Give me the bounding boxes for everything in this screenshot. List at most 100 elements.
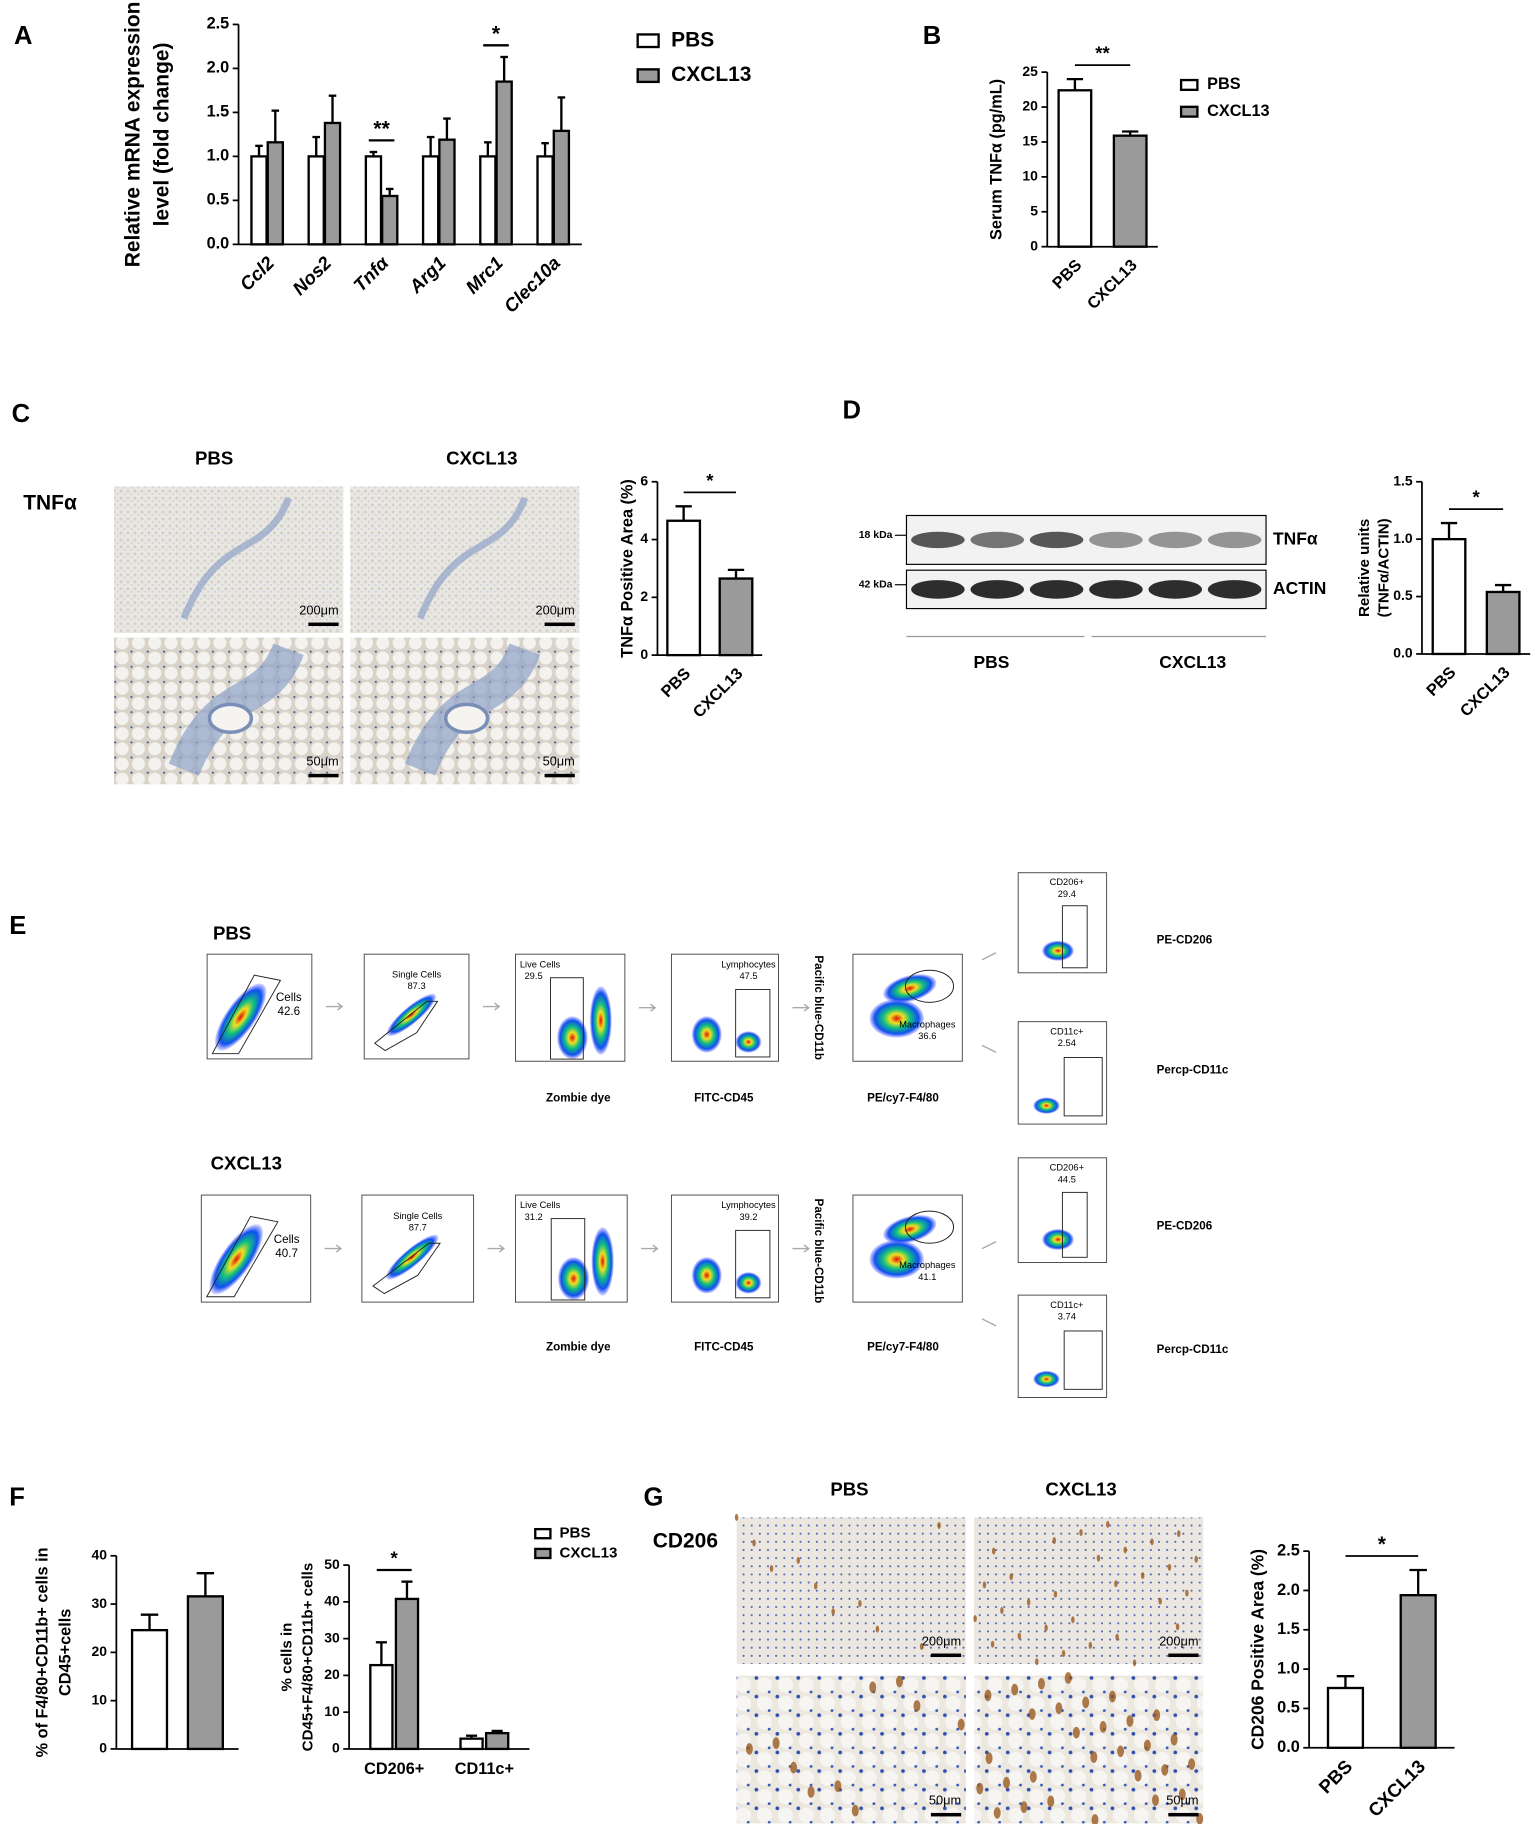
- stain: [1072, 1726, 1080, 1739]
- legend-label: CXCL13: [671, 63, 751, 86]
- gate-name: CD206+: [1050, 1163, 1084, 1173]
- blot-band: [1148, 580, 1203, 599]
- stain: [1091, 1814, 1099, 1824]
- stain: [1026, 1598, 1031, 1606]
- flow-density: [1033, 1097, 1060, 1114]
- stain: [1088, 1641, 1093, 1649]
- blot-band: [911, 531, 965, 549]
- axis-label: PE/cy7-F4/80: [867, 1092, 939, 1105]
- y-axis-label: Relative mRNA expression: [121, 2, 144, 268]
- y-tick-label: 4: [640, 530, 648, 546]
- legend-swatch: [1179, 105, 1199, 118]
- gate-name: CD11c+: [1050, 1300, 1083, 1310]
- row-label: TNFα: [23, 491, 77, 514]
- stain: [1064, 1672, 1072, 1684]
- panel-letter: G: [643, 1484, 663, 1512]
- bar: [484, 1731, 510, 1751]
- scale-bar: [308, 773, 339, 778]
- y-tick-label: 0.5: [207, 191, 230, 209]
- stain: [1115, 1633, 1119, 1641]
- arrow: [981, 1318, 997, 1327]
- stain: [1150, 1538, 1154, 1546]
- stain: [982, 1581, 987, 1589]
- stain: [1035, 1658, 1039, 1666]
- column-label: CXCL13: [1045, 1479, 1116, 1500]
- band-name: TNFα: [1273, 529, 1318, 549]
- stain: [1020, 1801, 1028, 1813]
- y-axis-label: Relative units: [1356, 519, 1373, 617]
- flow-density: [1042, 1229, 1074, 1250]
- y-axis-label: % cells in: [278, 1623, 295, 1692]
- gate-name: Cells: [276, 991, 302, 1004]
- scale-bar: [544, 622, 575, 627]
- stain: [1177, 1530, 1181, 1538]
- blot-band: [1089, 531, 1143, 549]
- gate: [1063, 1330, 1103, 1390]
- panel-letter: E: [9, 912, 26, 940]
- significance: **: [373, 117, 390, 140]
- flow-density: [735, 1031, 762, 1053]
- stain: [1158, 1597, 1162, 1605]
- flow-density: [214, 983, 267, 1051]
- gate-value: 42.6: [277, 1005, 300, 1018]
- gate-name: Cells: [274, 1233, 300, 1246]
- marker-label: PE-CD206: [1157, 933, 1213, 946]
- stain: [991, 1547, 996, 1555]
- stain: [919, 1643, 924, 1651]
- bar: [459, 1737, 484, 1751]
- stain: [1044, 1624, 1048, 1632]
- x-tick-label: CXCL13: [690, 665, 747, 722]
- stain: [1106, 1520, 1110, 1528]
- stain: [1047, 1795, 1055, 1808]
- arrow: [324, 1244, 343, 1253]
- x-tick-label: PBS: [1423, 663, 1459, 699]
- bar: [536, 155, 554, 246]
- gate: [211, 974, 282, 1055]
- micrograph: [973, 1517, 1204, 1664]
- scale-bar: [1168, 1653, 1199, 1658]
- bar: [421, 155, 440, 246]
- scale-bar-label: 50μm: [543, 754, 575, 769]
- stain: [990, 1640, 995, 1648]
- stain: [813, 1582, 818, 1590]
- axis-label: Zombie dye: [546, 1341, 611, 1354]
- blot-band: [1029, 531, 1084, 549]
- flow-density: [209, 1224, 264, 1295]
- blot-strip: [905, 514, 1267, 565]
- row-label: CD206: [653, 1529, 718, 1552]
- gate: [1061, 905, 1088, 969]
- x-tick-label: Nos2: [288, 252, 335, 299]
- column-label: CXCL13: [446, 448, 517, 469]
- scale-bar-label: 200μm: [1159, 1633, 1198, 1648]
- micrograph: [736, 1675, 966, 1824]
- panel-letter: B: [923, 22, 941, 50]
- y-tick-label: 2.5: [1277, 1541, 1300, 1559]
- y-tick-label: 0.0: [1393, 645, 1413, 661]
- stain: [1028, 1708, 1036, 1720]
- stain: [1134, 1769, 1142, 1782]
- panel-letter: C: [12, 400, 30, 428]
- group-label: PBS: [973, 652, 1009, 672]
- arrow: [638, 1003, 657, 1012]
- gate: [735, 989, 771, 1058]
- gate-value: 3.74: [1058, 1311, 1076, 1321]
- y-tick-label: 1.5: [207, 103, 230, 121]
- flow-density: [735, 1272, 762, 1294]
- bar: [495, 80, 513, 246]
- bar: [1057, 89, 1093, 248]
- scale-bar-label: 50μm: [306, 754, 338, 769]
- arrow: [792, 1003, 810, 1012]
- x-tick-label: PBS: [1049, 256, 1085, 292]
- stain: [1126, 1715, 1134, 1727]
- stain: [1170, 1733, 1178, 1746]
- stain: [1153, 1709, 1161, 1722]
- stain: [1114, 1580, 1118, 1588]
- blot-band: [911, 580, 965, 599]
- stain: [1143, 1739, 1151, 1752]
- stain: [790, 1761, 798, 1774]
- legend-label: PBS: [559, 1525, 590, 1542]
- y-tick-label: 10: [1022, 168, 1038, 184]
- y-tick-label: 25: [1022, 63, 1038, 79]
- significance: *: [391, 1547, 399, 1568]
